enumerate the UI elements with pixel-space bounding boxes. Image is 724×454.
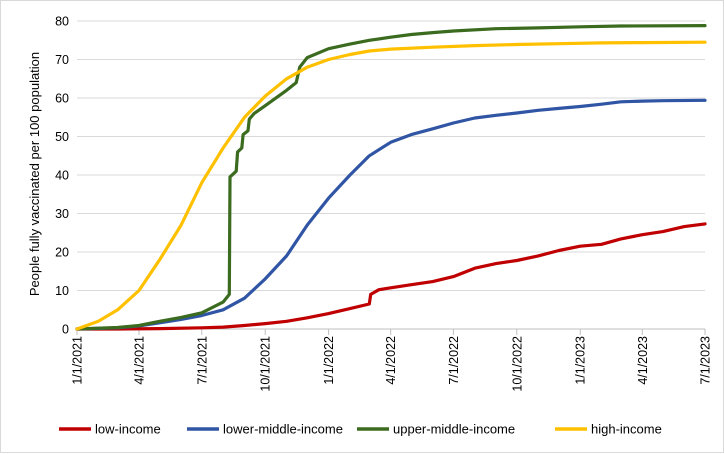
legend-label: upper-middle-income <box>393 422 515 437</box>
x-tick-label: 10/1/2022 <box>510 336 524 392</box>
series-line-upper-middle-income <box>75 24 707 331</box>
x-tick-label: 1/1/2023 <box>574 336 588 385</box>
y-axis-ticks: 0 10 20 30 40 50 60 70 80 <box>55 15 69 337</box>
y-axis-label: People fully vaccinated per 100 populati… <box>27 52 42 296</box>
series-line-lower-middle-income <box>75 98 707 331</box>
gridlines <box>77 20 705 291</box>
y-tick-label: 10 <box>55 284 69 298</box>
x-tick-label: 4/1/2021 <box>133 336 147 385</box>
y-tick-label: 30 <box>55 207 69 221</box>
series-line-high-income <box>75 40 707 331</box>
y-tick-label: 50 <box>55 130 69 144</box>
x-tick-label: 10/1/2021 <box>259 336 273 392</box>
x-tick-label: 4/1/2023 <box>636 336 650 385</box>
y-tick-label: 40 <box>55 169 69 183</box>
legend-label: lower-middle-income <box>223 422 343 437</box>
x-tick-label: 4/1/2022 <box>384 336 398 385</box>
x-tick-label: 7/1/2021 <box>195 336 209 385</box>
series-lines <box>75 24 707 331</box>
legend-label: low-income <box>95 422 161 437</box>
x-axis: 1/1/2021 4/1/2021 7/1/2021 10/1/2021 1/1/202… <box>71 328 713 392</box>
y-tick-label: 60 <box>55 92 69 106</box>
x-tick-label: 7/1/2022 <box>447 336 461 385</box>
legend: low-income lower-middle-income upper-middl… <box>59 422 662 437</box>
x-tick-label: 1/1/2021 <box>71 336 85 385</box>
y-tick-label: 0 <box>62 323 69 337</box>
x-tick-label: 7/1/2023 <box>699 336 713 385</box>
series-line-low-income <box>75 222 707 331</box>
y-tick-label: 20 <box>55 246 69 260</box>
y-tick-label: 80 <box>55 15 69 29</box>
y-tick-label: 70 <box>55 53 69 67</box>
legend-label: high-income <box>591 422 662 437</box>
x-tick-label: 1/1/2022 <box>322 336 336 385</box>
